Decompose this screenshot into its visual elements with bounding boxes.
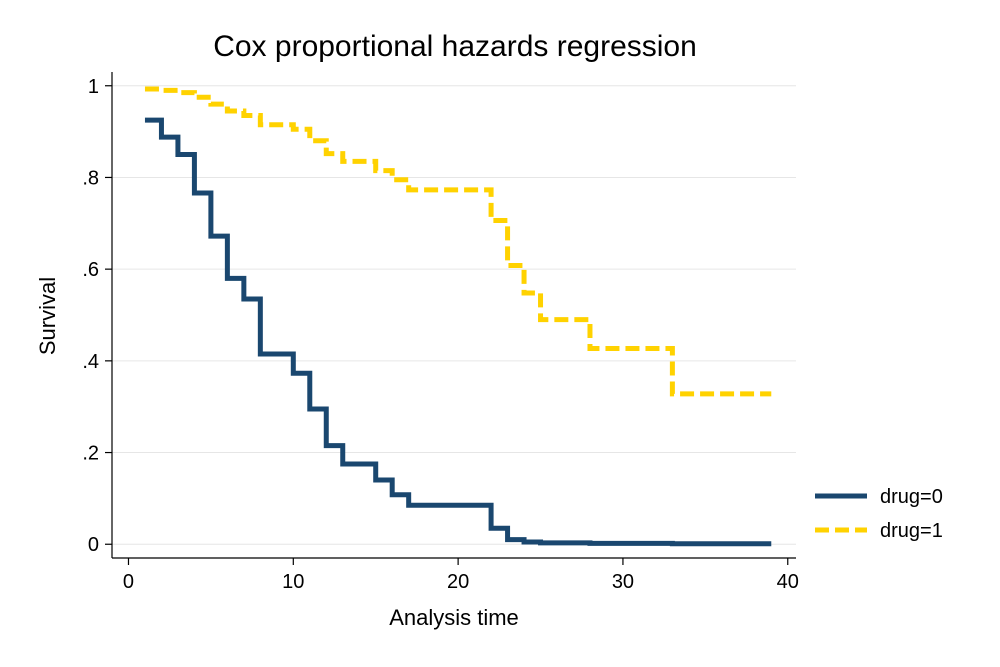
x-tick-label: 0	[123, 571, 134, 593]
y-tick-label: .8	[82, 167, 99, 189]
legend: drug=0 drug=1	[815, 486, 943, 542]
gridlines	[112, 85, 796, 545]
y-axis-ticks: 0 .2 .4 .6 .8 1	[82, 76, 112, 556]
legend-label: drug=1	[880, 520, 943, 542]
y-tick-label: 1	[88, 76, 99, 98]
chart-title: Cox proportional hazards regression	[213, 30, 697, 63]
y-tick-label: .4	[82, 351, 99, 373]
x-axis-label: Analysis time	[389, 605, 519, 630]
y-tick-label: 0	[88, 534, 99, 556]
x-tick-label: 40	[777, 571, 799, 593]
x-tick-label: 30	[612, 571, 634, 593]
legend-label: drug=0	[880, 486, 943, 508]
y-tick-label: .2	[82, 443, 99, 465]
y-tick-label: .6	[82, 259, 99, 281]
series-layer	[144, 86, 772, 547]
x-tick-label: 20	[447, 571, 469, 593]
x-tick-label: 10	[282, 571, 304, 593]
series-line-drug-1	[144, 86, 772, 397]
series-line-drug-0	[144, 117, 772, 547]
x-axis-ticks: 0 10 20 30 40	[123, 558, 799, 593]
y-axis-label: Survival	[35, 277, 60, 355]
